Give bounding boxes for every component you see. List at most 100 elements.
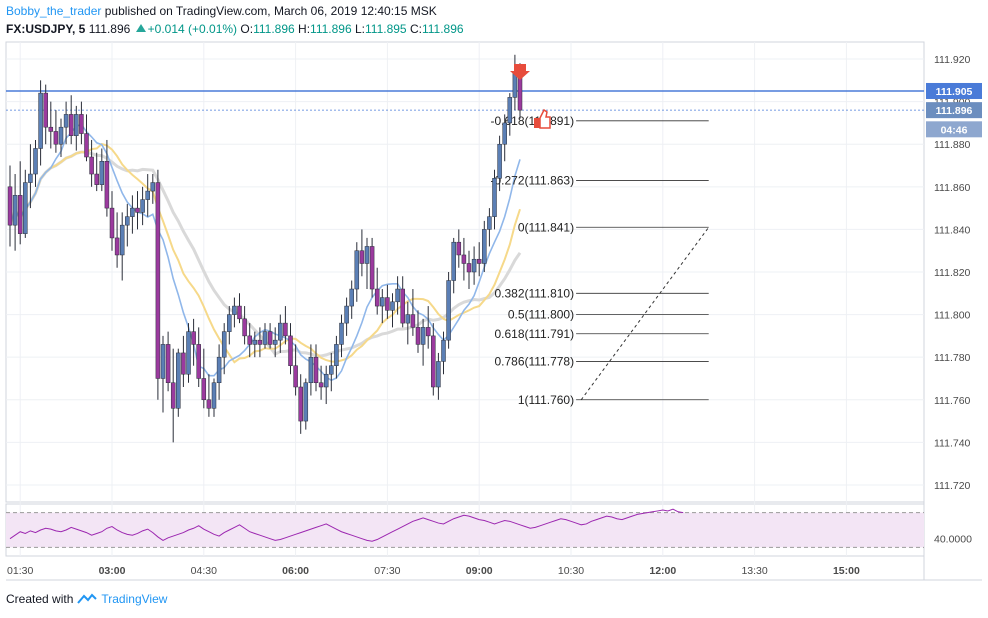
candle-body bbox=[313, 356, 319, 383]
candle-body bbox=[211, 382, 217, 409]
candle-body bbox=[359, 250, 365, 264]
candle-body bbox=[150, 182, 156, 192]
candle-body bbox=[94, 173, 99, 185]
fib-level-label: 0.382(111.810) bbox=[494, 286, 574, 300]
fib-level-label: -0.272(111.863) bbox=[490, 173, 574, 187]
candle-body bbox=[415, 327, 421, 345]
candle-body bbox=[186, 331, 191, 375]
candle-body bbox=[176, 352, 181, 409]
candle-body bbox=[165, 344, 171, 383]
candle-body bbox=[380, 297, 385, 307]
candle-body bbox=[191, 331, 196, 345]
x-tick-label: 04:30 bbox=[191, 565, 217, 577]
candle-body bbox=[420, 327, 426, 345]
tradingview-brand[interactable]: TradingView bbox=[101, 592, 168, 606]
candle-body bbox=[89, 156, 94, 175]
candle-body bbox=[476, 258, 482, 264]
candle-body bbox=[272, 339, 278, 345]
y-tick-label: 111.800 bbox=[934, 310, 971, 322]
candle-body bbox=[196, 344, 201, 379]
price-label-box bbox=[926, 82, 982, 99]
candle-body bbox=[17, 195, 23, 234]
candle-body bbox=[354, 250, 360, 290]
fib-trend-line bbox=[580, 226, 710, 401]
x-tick-label: 09:00 bbox=[466, 565, 493, 577]
created-with-text: Created with bbox=[6, 592, 74, 606]
candle-body bbox=[74, 114, 79, 136]
price-label-box bbox=[926, 102, 982, 119]
rsi-level-label: 40.0000 bbox=[934, 534, 972, 546]
candle-body bbox=[262, 331, 268, 345]
candle-body bbox=[58, 126, 64, 145]
candle-body bbox=[84, 133, 89, 158]
candle-body bbox=[252, 339, 258, 345]
symbol-label: FX:USDJPY, 5 bbox=[6, 22, 86, 36]
y-tick-label: 111.860 bbox=[934, 182, 971, 194]
candle-body bbox=[119, 224, 125, 256]
published-text: published on TradingView.com, March 06, … bbox=[104, 4, 437, 18]
candle-body bbox=[293, 365, 298, 388]
candle-body bbox=[400, 288, 405, 324]
candle-body bbox=[7, 186, 13, 226]
candle-body bbox=[114, 237, 120, 256]
candle-body bbox=[53, 131, 59, 145]
candle-body bbox=[160, 344, 166, 379]
candle-body bbox=[482, 229, 487, 264]
candle-body bbox=[441, 339, 446, 362]
candle-body bbox=[99, 161, 105, 185]
candle-body bbox=[431, 335, 436, 388]
candle-body bbox=[425, 327, 431, 337]
h-label: H: bbox=[298, 22, 311, 36]
candle-body bbox=[390, 301, 395, 311]
x-tick-label: 07:30 bbox=[374, 565, 400, 577]
author-name[interactable]: Bobby_the_trader bbox=[6, 4, 102, 18]
candle-body bbox=[507, 97, 513, 124]
c-label: C: bbox=[409, 22, 422, 36]
candle-body bbox=[155, 182, 161, 379]
candle-body bbox=[28, 173, 33, 183]
candle-body bbox=[364, 246, 370, 264]
candle-body bbox=[125, 216, 130, 226]
candle-body bbox=[492, 178, 497, 217]
candle-body bbox=[349, 288, 354, 307]
price-label-text: 111.896 bbox=[936, 105, 973, 117]
candle-body bbox=[405, 314, 411, 324]
y-tick-label: 111.820 bbox=[934, 267, 971, 279]
footer: Created with TradingView bbox=[6, 592, 167, 606]
candle-body bbox=[461, 254, 467, 264]
candle-body bbox=[63, 114, 69, 128]
candle-body bbox=[181, 352, 186, 375]
price-label-box bbox=[926, 121, 982, 138]
candle-body bbox=[68, 114, 74, 136]
candle-body bbox=[329, 365, 334, 375]
candle-body bbox=[145, 190, 150, 200]
candle-body bbox=[369, 246, 375, 290]
x-tick-label: 12:00 bbox=[649, 565, 676, 577]
thumbs-up-icon bbox=[534, 118, 540, 128]
candle-body bbox=[267, 331, 273, 345]
candle-body bbox=[79, 114, 84, 134]
y-tick-label: 111.760 bbox=[934, 395, 971, 407]
candle-body bbox=[288, 335, 293, 366]
price-label-text: 111.905 bbox=[936, 86, 973, 98]
o-value: 111.896 bbox=[253, 22, 295, 36]
candle-body bbox=[170, 382, 176, 409]
c-value: 111.896 bbox=[421, 22, 464, 36]
y-tick-label: 111.780 bbox=[934, 352, 971, 364]
h-value: 111.896 bbox=[310, 22, 352, 36]
chart-header-line1: Bobby_the_trader published on TradingVie… bbox=[6, 4, 437, 18]
y-tick-label: 111.880 bbox=[934, 139, 971, 151]
candle-body bbox=[471, 258, 477, 273]
candle-body bbox=[135, 207, 140, 213]
candle-body bbox=[104, 161, 110, 209]
l-label: L: bbox=[354, 22, 365, 36]
candle-body bbox=[451, 241, 456, 281]
chart-header-line2: FX:USDJPY, 5 111.896 +0.014 (+0.01%) O:1… bbox=[6, 22, 464, 36]
x-tick-label: 03:00 bbox=[99, 565, 126, 577]
fib-level-label: 0.618(111.791) bbox=[494, 327, 574, 341]
candle-body bbox=[436, 361, 441, 388]
candle-body bbox=[487, 216, 492, 230]
candle-body bbox=[374, 288, 380, 307]
candle-body bbox=[497, 143, 502, 179]
